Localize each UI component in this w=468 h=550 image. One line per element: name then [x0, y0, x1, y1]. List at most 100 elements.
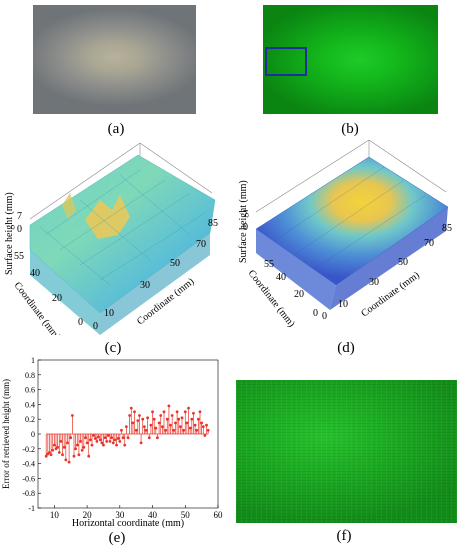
chart-e-point	[59, 440, 63, 443]
caption-b: (b)	[341, 121, 359, 137]
chart-e-point	[49, 453, 53, 457]
chart-e-point	[126, 436, 130, 440]
plot-c-zlabel: Surface height (mm)	[4, 192, 15, 275]
chart-e-point	[175, 410, 179, 414]
plot-c-side-face	[30, 250, 100, 335]
chart-e-point	[165, 417, 169, 421]
chart-e-point	[198, 410, 202, 414]
chart-e-point	[80, 448, 84, 452]
plot-c-xtick-10: 10	[104, 308, 114, 319]
chart-e-xtick-label: 40	[148, 510, 158, 520]
plot-d-ytick-40: 40	[276, 272, 286, 283]
chart-e-point	[87, 454, 91, 458]
chart-e-ytick-label: -0.4	[22, 460, 35, 469]
chart-e-point	[188, 426, 192, 430]
chart-e-point	[62, 445, 66, 449]
chart-e-point	[52, 443, 56, 447]
chart-e-xlabel: Horizontal coordinate (mm)	[72, 518, 184, 529]
chart-e-point	[190, 417, 194, 421]
chart-e-point	[187, 406, 190, 410]
plot-c-ztick-0: 0	[17, 224, 22, 235]
chart-e-point	[205, 423, 208, 427]
plot-d-ztick-0: 0	[243, 222, 248, 233]
surface-plot-d: 7 0 55 40 20 0 0 10 30 50 70 85 Surface …	[238, 139, 452, 329]
chart-e-xtick-label: 60	[214, 510, 224, 520]
chart-e-point	[48, 451, 51, 454]
chart-e-point	[182, 428, 186, 432]
chart-e-point	[147, 436, 151, 440]
chart-e-point	[154, 426, 158, 430]
chart-e-point	[167, 404, 171, 408]
chart-e-point	[121, 436, 125, 440]
chart-e-point	[85, 441, 89, 445]
plot-d-texture	[273, 166, 427, 270]
photo-b-green-fringe-image	[263, 5, 438, 114]
chart-e-ytick-label: -0.2	[22, 445, 35, 454]
chart-e-point	[93, 437, 97, 440]
chart-e-point	[82, 445, 86, 449]
chart-e-point	[66, 441, 69, 445]
chart-e-point	[157, 421, 161, 425]
chart-e-point	[133, 410, 136, 414]
chart-e-ytick-label: 0.8	[25, 371, 35, 380]
chart-e-point	[160, 425, 164, 428]
caption-e: (e)	[108, 530, 126, 546]
plot-c-texture	[39, 169, 206, 286]
chart-e-point	[106, 434, 110, 437]
chart-e-point	[170, 414, 174, 417]
chart-e-point	[116, 437, 120, 440]
chart-e-point	[61, 453, 64, 457]
chart-e-point	[159, 414, 163, 417]
photo-a-sample-surface	[33, 5, 196, 114]
chart-e-point	[110, 436, 114, 440]
chart-e-point	[172, 428, 176, 432]
chart-e-point	[84, 436, 87, 440]
chart-e-point	[44, 454, 48, 458]
plot-d-xtick-0: 0	[322, 311, 327, 322]
chart-e-point	[72, 454, 76, 458]
chart-e-point	[151, 410, 154, 414]
plot-c-xtick-30: 30	[140, 280, 150, 291]
plot-d-xtick-50: 50	[398, 257, 408, 268]
chart-e-point	[138, 414, 141, 417]
chart-e-point	[185, 421, 189, 425]
chart-e-point	[169, 423, 172, 427]
chart-e-point	[156, 436, 159, 440]
chart-e-point	[149, 423, 153, 427]
chart-e-point	[100, 441, 104, 445]
plot-c-xtick-70: 70	[196, 239, 206, 250]
photo-f-fringe-closeup	[236, 380, 457, 523]
roi-rectangle	[265, 47, 307, 76]
plot-c-xtick-50: 50	[170, 258, 180, 269]
chart-e-point	[105, 440, 109, 443]
chart-e-point	[129, 406, 133, 410]
chart-e-ytick-label: -0.6	[22, 474, 35, 483]
plot-d-ytick-55: 55	[264, 259, 274, 270]
plot-d-ytick-0: 0	[313, 308, 318, 319]
chart-e-point	[75, 443, 79, 447]
chart-e-xticks: 10 20 30 40 50 60	[50, 505, 223, 520]
chart-e-point	[97, 435, 100, 439]
caption-d: (d)	[337, 340, 355, 356]
chart-e-point	[124, 425, 128, 428]
chart-e-point	[183, 410, 187, 414]
chart-e-point	[70, 414, 74, 417]
chart-e-point	[131, 421, 135, 425]
chart-e-point	[206, 428, 210, 432]
chart-e-point	[164, 428, 168, 432]
chart-e-point	[174, 421, 177, 425]
chart-e-point	[92, 434, 96, 437]
chart-e-point	[95, 440, 99, 443]
chart-e-point	[139, 441, 143, 445]
plot-c-ytick-20: 20	[52, 293, 62, 304]
chart-e-point	[115, 443, 118, 447]
chart-e-stems	[44, 404, 210, 464]
chart-e-ytick-label: 1	[31, 356, 35, 365]
surface-plot-c: 7 0 55 40 20 0 0 10 30 50 70 85 Surface …	[4, 142, 218, 335]
chart-e-point	[118, 440, 122, 443]
chart-e-xtick-label: 10	[50, 510, 60, 520]
plot-d-xtick-70: 70	[424, 238, 434, 249]
chart-e-point	[203, 434, 207, 437]
chart-e-ytick-label: 0.4	[25, 400, 35, 409]
plot-d-ztick-7: 7	[243, 209, 248, 220]
